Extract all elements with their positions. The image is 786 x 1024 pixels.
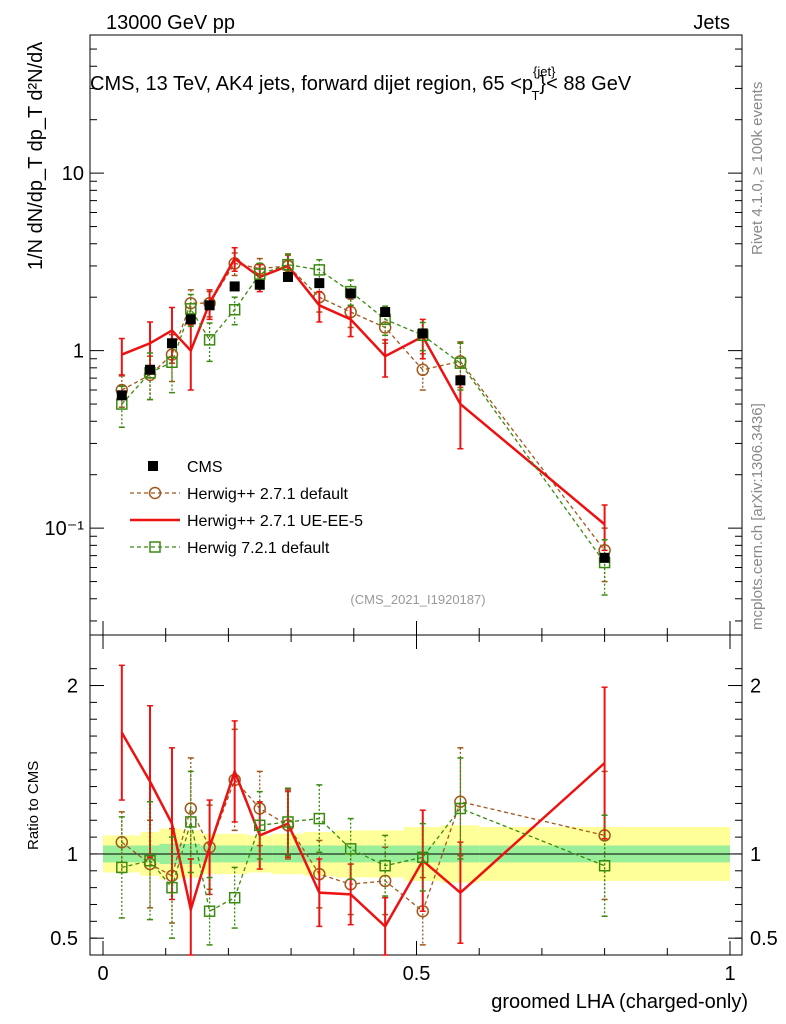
x-axis-label: groomed LHA (charged-only) — [491, 991, 748, 1013]
ratio-point — [379, 859, 391, 872]
ratio-herwig-2-7-1-ue-ee-5 — [118, 664, 608, 956]
ratio-tick-label-right: 1 — [750, 844, 761, 866]
ratio-line — [120, 732, 606, 929]
ratio-point — [144, 854, 156, 867]
series-line — [121, 263, 606, 563]
mcplots-label: mcplots.cern.ch [arXiv:1306.3436] — [749, 403, 766, 630]
title-sup: {jet} — [533, 64, 556, 79]
ratio-tick-label: 2 — [67, 676, 78, 698]
ratio-point — [203, 905, 216, 917]
ratio-point — [228, 891, 241, 904]
legend: CMS Herwig++ 2.7.1 default Herwig++ 2.7.1 … — [130, 459, 363, 557]
data-point — [254, 268, 266, 280]
y-tick-label: 1 — [73, 341, 84, 363]
header-left: 13000 GeV pp — [106, 12, 235, 34]
ratio-herwig-7-2-1-default — [116, 757, 611, 946]
legend-entry: Herwig++ 2.7.1 default — [130, 486, 349, 503]
series-herwig-7-2-1-default — [116, 253, 611, 596]
ratio-tick-label: 1 — [67, 844, 78, 866]
data-point — [229, 281, 240, 292]
data-point — [380, 307, 391, 318]
ratio-point — [254, 819, 266, 832]
data-point — [145, 364, 156, 375]
legend-label: Herwig 7.2.1 default — [187, 540, 330, 557]
ratio-point — [344, 843, 357, 855]
plot-title: CMS, 13 TeV, AK4 jets, forward dijet reg… — [90, 64, 632, 103]
legend-label: Herwig++ 2.7.1 UE-EE-5 — [187, 513, 363, 530]
ratio-point — [184, 802, 198, 815]
data-point — [254, 279, 265, 290]
ratio-point — [166, 881, 178, 894]
rivet-label: Rivet 4.1.0, ≥ 100k events — [749, 82, 766, 255]
data-point — [282, 258, 294, 271]
data-point — [166, 356, 178, 369]
ratio-point — [185, 816, 197, 828]
x-tick-label: 1 — [724, 963, 735, 985]
data-point — [378, 321, 392, 334]
data-point — [228, 303, 241, 316]
data-point — [416, 363, 430, 377]
data-point — [166, 338, 177, 349]
title-sub: T — [531, 88, 539, 103]
legend-label: CMS — [187, 459, 223, 476]
legend-entry: Herwig++ 2.7.1 UE-EE-5 — [130, 513, 363, 530]
data-point — [203, 334, 216, 346]
x-tick-label: 0.5 — [403, 963, 431, 985]
ratio-point — [115, 835, 129, 849]
ratio-point — [313, 812, 326, 825]
series-herwig-2-7-1-ue-ee-5 — [118, 246, 608, 552]
data-point — [204, 300, 215, 311]
y-axis-label-top: 1/N dN/dp_T dp_T d²N/dλ — [25, 42, 47, 270]
y-axis-label-ratio: Ratio to CMS — [25, 761, 42, 850]
data-point — [185, 314, 196, 325]
ratio-point — [116, 861, 128, 874]
legend-marker — [148, 461, 158, 471]
ratio-tick-label: 0.5 — [50, 928, 78, 950]
data-point — [454, 357, 467, 369]
data-point — [455, 375, 466, 386]
header-right: Jets — [693, 12, 730, 34]
data-point — [345, 288, 356, 299]
svg-text:CMS, 13 TeV, AK4 jets, forward: CMS, 13 TeV, AK4 jets, forward dijet reg… — [90, 64, 632, 103]
data-point — [282, 271, 293, 282]
ratio-point — [454, 802, 467, 815]
data-point — [417, 328, 428, 339]
ratio-tick-label-right: 2 — [750, 676, 761, 698]
analysis-id: (CMS_2021_I1920187) — [350, 592, 485, 607]
legend-entry: Herwig 7.2.1 default — [130, 540, 330, 557]
series-line — [121, 256, 606, 526]
x-tick-label: 0 — [97, 963, 108, 985]
ratio-tick-label-right: 0.5 — [750, 928, 778, 950]
ratio-point — [598, 859, 611, 872]
y-tick-label: 10⁻¹ — [45, 518, 85, 540]
legend-marker — [148, 486, 162, 500]
ratio-line — [121, 778, 605, 913]
data-point — [185, 303, 197, 315]
series-cms — [116, 271, 610, 563]
ratio-point — [378, 874, 392, 888]
data-point — [116, 390, 127, 401]
ratio-plot-frame — [89, 634, 743, 956]
data-point — [314, 278, 325, 289]
legend-entry: CMS — [148, 459, 223, 476]
ratio-series-layer — [115, 664, 611, 956]
y-tick-label: 10 — [62, 163, 84, 185]
ratio-point — [417, 851, 429, 864]
title-end: }< 88 GeV — [539, 73, 631, 95]
data-point — [599, 552, 610, 563]
legend-label: Herwig++ 2.7.1 default — [187, 486, 349, 503]
title-main: CMS, 13 TeV, AK4 jets, forward dijet reg… — [90, 73, 533, 95]
legend-marker — [149, 541, 161, 553]
axes-ticks: 0 0.5 1 10⁻¹ 1 10 0.5 0.5 1 1 2 2 — [45, 34, 778, 985]
series-layer — [115, 246, 611, 596]
data-point — [313, 264, 326, 276]
ratio-point — [282, 816, 294, 828]
series-line — [121, 262, 606, 551]
